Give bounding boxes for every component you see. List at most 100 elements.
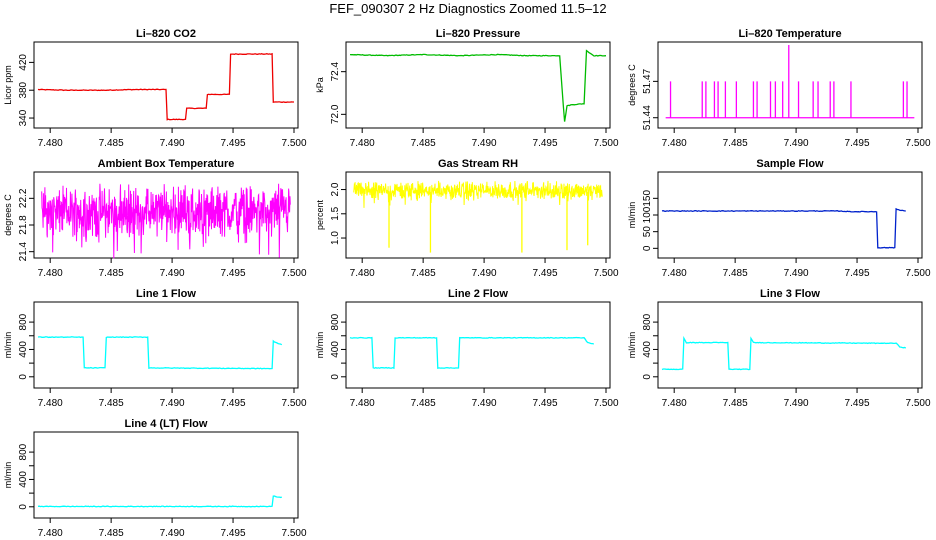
y-tick-label: 51.44 bbox=[642, 105, 653, 130]
y-axis-label: ml/min bbox=[3, 332, 13, 359]
plot-frame bbox=[33, 41, 299, 129]
y-axis-label: ml/min bbox=[315, 332, 325, 359]
chart-title: Sample Flow bbox=[756, 158, 824, 170]
chart-title: Li–820 Pressure bbox=[436, 28, 520, 40]
series-line bbox=[661, 207, 906, 249]
x-tick-label: 7.490 bbox=[784, 398, 809, 409]
y-tick-label: 1.0 bbox=[330, 231, 341, 245]
plot-frame bbox=[657, 301, 923, 389]
chart-panel-line-2-flow: Line 2 Flow 7.480 7.485 7.490 7.495 7.500 0 400… bbox=[315, 288, 619, 409]
x-tick-label: 7.495 bbox=[221, 138, 246, 149]
chart-panel-line-3-flow: Line 3 Flow 7.480 7.485 7.490 7.495 7.500 0 400… bbox=[627, 288, 931, 409]
y-tick-label: 800 bbox=[330, 313, 341, 330]
series-line bbox=[37, 495, 282, 508]
plot-frame bbox=[345, 41, 611, 129]
x-tick-label: 7.480 bbox=[38, 398, 63, 409]
x-tick-label: 7.495 bbox=[533, 268, 558, 279]
y-tick-label: 72.4 bbox=[330, 61, 341, 81]
x-tick-label: 7.480 bbox=[350, 398, 375, 409]
plot-frame bbox=[33, 301, 299, 389]
y-tick-label: 0 bbox=[642, 245, 653, 251]
x-tick-label: 7.485 bbox=[99, 528, 124, 539]
y-tick-label: 50 bbox=[642, 226, 653, 238]
chart-title: Line 1 Flow bbox=[136, 288, 196, 300]
chart-panel-ambient-box-temperature: Ambient Box Temperature 7.480 7.485 7.490 7.… bbox=[3, 158, 307, 279]
plot-frame bbox=[657, 171, 923, 259]
y-tick-label: 380 bbox=[18, 81, 29, 98]
chart-title: Line 3 Flow bbox=[760, 288, 820, 300]
chart-title: Li–820 Temperature bbox=[738, 28, 841, 40]
plot-frame bbox=[345, 301, 611, 389]
x-tick-label: 7.490 bbox=[160, 268, 185, 279]
chart-panel-sample-flow: Sample Flow 7.480 7.485 7.490 7.495 7.500 0 50 1… bbox=[627, 158, 931, 279]
x-tick-label: 7.495 bbox=[845, 138, 870, 149]
x-tick-label: 7.485 bbox=[411, 398, 436, 409]
x-tick-label: 7.480 bbox=[38, 528, 63, 539]
x-tick-label: 7.485 bbox=[99, 138, 124, 149]
y-tick-label: 0 bbox=[18, 374, 29, 380]
chart-panel-li-820-temperature: Li–820 Temperature 7.480 7.485 7.490 7.495 7.… bbox=[627, 28, 931, 149]
y-tick-label: 400 bbox=[18, 341, 29, 358]
y-tick-label: 22.2 bbox=[18, 188, 29, 208]
chart-title: Li–820 CO2 bbox=[136, 28, 196, 40]
x-tick-label: 7.480 bbox=[38, 138, 63, 149]
y-tick-label: 72.0 bbox=[330, 104, 341, 124]
chart-title: Ambient Box Temperature bbox=[98, 158, 235, 170]
x-tick-label: 7.490 bbox=[472, 398, 497, 409]
x-tick-label: 7.500 bbox=[905, 138, 930, 149]
x-tick-label: 7.500 bbox=[905, 268, 930, 279]
y-tick-label: 100 bbox=[642, 206, 653, 223]
x-tick-label: 7.495 bbox=[845, 268, 870, 279]
plot-frame bbox=[345, 171, 611, 259]
y-axis-label: Licor ppm bbox=[3, 65, 13, 105]
x-tick-label: 7.480 bbox=[662, 398, 687, 409]
x-tick-label: 7.490 bbox=[784, 138, 809, 149]
x-tick-label: 7.480 bbox=[38, 268, 63, 279]
x-tick-label: 7.500 bbox=[281, 398, 306, 409]
y-tick-label: 340 bbox=[18, 109, 29, 126]
x-tick-label: 7.500 bbox=[281, 138, 306, 149]
y-axis-label: degrees C bbox=[627, 64, 637, 106]
x-tick-label: 7.480 bbox=[662, 138, 687, 149]
x-tick-label: 7.495 bbox=[221, 398, 246, 409]
series-line bbox=[349, 49, 607, 122]
series-line bbox=[661, 335, 907, 371]
x-tick-label: 7.495 bbox=[845, 398, 870, 409]
x-tick-label: 7.485 bbox=[723, 398, 748, 409]
chart-panel-gas-stream-rh: Gas Stream RH 7.480 7.485 7.490 7.495 7.500 1.… bbox=[315, 158, 619, 279]
x-tick-label: 7.485 bbox=[411, 268, 436, 279]
x-tick-label: 7.490 bbox=[784, 268, 809, 279]
y-tick-label: 21.4 bbox=[18, 241, 29, 261]
chart-title: Line 4 (LT) Flow bbox=[125, 418, 208, 430]
plot-frame bbox=[33, 171, 299, 259]
y-tick-label: 800 bbox=[18, 443, 29, 460]
x-tick-label: 7.485 bbox=[723, 268, 748, 279]
x-tick-label: 7.485 bbox=[99, 398, 124, 409]
series-line bbox=[41, 183, 291, 259]
y-axis-label: kPa bbox=[315, 77, 325, 93]
x-tick-label: 7.500 bbox=[593, 138, 618, 149]
x-tick-label: 7.480 bbox=[662, 268, 687, 279]
x-tick-label: 7.495 bbox=[221, 268, 246, 279]
y-tick-label: 0 bbox=[330, 374, 341, 380]
x-tick-label: 7.500 bbox=[593, 398, 618, 409]
x-tick-label: 7.490 bbox=[160, 138, 185, 149]
x-tick-label: 7.485 bbox=[723, 138, 748, 149]
y-tick-label: 51.47 bbox=[642, 68, 653, 93]
chart-panel-line-1-flow: Line 1 Flow 7.480 7.485 7.490 7.495 7.500 0 400… bbox=[3, 288, 307, 409]
chart-panel-line-4-lt-flow: Line 4 (LT) Flow 7.480 7.485 7.490 7.495 7.50… bbox=[3, 418, 307, 539]
x-tick-label: 7.480 bbox=[350, 138, 375, 149]
x-tick-label: 7.495 bbox=[221, 528, 246, 539]
y-tick-label: 800 bbox=[18, 313, 29, 330]
series-line bbox=[37, 52, 294, 121]
x-tick-label: 7.500 bbox=[593, 268, 618, 279]
x-tick-label: 7.480 bbox=[350, 268, 375, 279]
x-tick-label: 7.485 bbox=[411, 138, 436, 149]
y-tick-label: 1.5 bbox=[330, 206, 341, 220]
y-tick-label: 400 bbox=[18, 471, 29, 488]
x-tick-label: 7.490 bbox=[160, 528, 185, 539]
chart-title: Line 2 Flow bbox=[448, 288, 508, 300]
x-tick-label: 7.485 bbox=[99, 268, 124, 279]
chart-panel-li-820-co2: Li–820 CO2 7.480 7.485 7.490 7.495 7.500 340 38… bbox=[3, 28, 307, 149]
